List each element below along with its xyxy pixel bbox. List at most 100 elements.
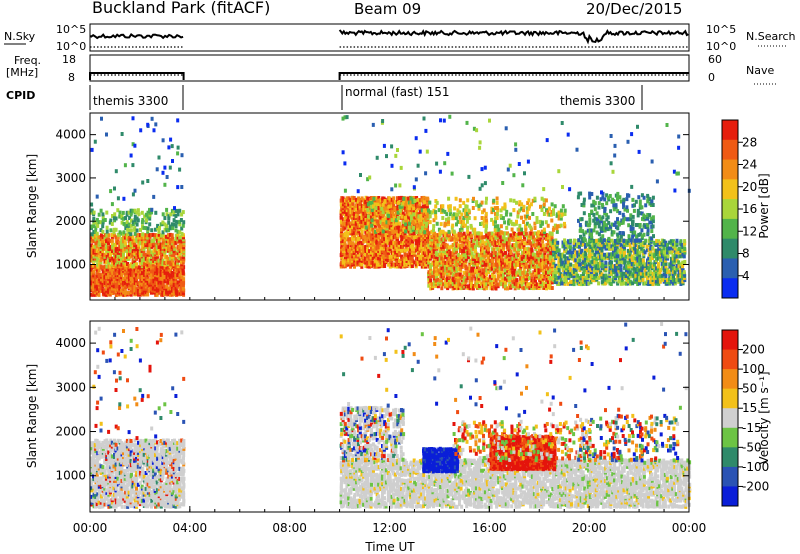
power-cell — [513, 272, 517, 277]
power-cell — [90, 267, 94, 272]
power-cell — [392, 221, 396, 226]
power-cell — [148, 246, 152, 251]
power-cell — [597, 248, 601, 253]
power-cell — [451, 237, 455, 242]
power-cell — [430, 254, 434, 259]
power-cell — [479, 257, 483, 262]
power-cell — [436, 235, 440, 240]
power-cell — [452, 229, 456, 234]
power-cell — [584, 243, 588, 247]
power-cell — [439, 229, 443, 234]
power-cell — [470, 276, 474, 281]
power-cell — [549, 245, 553, 250]
power-cell — [101, 281, 105, 286]
power-cell — [422, 223, 426, 228]
power-cell — [167, 214, 171, 219]
power-cell — [142, 283, 146, 288]
power-cell — [370, 215, 374, 220]
power-cell — [447, 268, 451, 273]
power-cell — [373, 264, 377, 269]
power-cell — [553, 240, 557, 245]
power-cell — [515, 282, 519, 287]
power-cell — [537, 241, 541, 246]
power-cell — [110, 238, 114, 243]
power-cell — [512, 198, 516, 203]
power-cell — [502, 252, 505, 257]
power-cell — [169, 212, 173, 217]
power-cell — [349, 237, 353, 242]
power-cell — [129, 208, 133, 213]
power-cell — [171, 226, 175, 231]
power-cell — [146, 226, 150, 231]
power-cell — [568, 250, 572, 255]
power-cell — [555, 226, 559, 231]
power-cell — [549, 264, 553, 269]
power-cell — [455, 255, 459, 260]
power-cell — [351, 229, 355, 234]
power-cell — [173, 246, 177, 251]
power-cell — [568, 266, 572, 270]
power-cell — [163, 216, 167, 220]
power-cell — [110, 289, 114, 293]
power-cell — [513, 237, 517, 242]
power-cell — [172, 244, 176, 249]
power-cell — [344, 222, 347, 226]
power-cell — [434, 260, 438, 265]
power-cell — [390, 206, 394, 211]
power-cell — [362, 207, 366, 212]
power-cell — [92, 292, 96, 297]
power-cell — [172, 239, 176, 244]
power-cell — [500, 266, 504, 271]
power-cell — [347, 208, 351, 213]
power-cell — [168, 251, 172, 255]
power-cell — [554, 263, 558, 268]
power-cell — [137, 289, 140, 293]
power-cell — [479, 272, 483, 277]
power-cell — [494, 268, 498, 273]
power-cell — [572, 266, 576, 271]
power-cell — [99, 237, 103, 242]
power-cell — [441, 208, 445, 213]
power-cell — [388, 240, 392, 245]
power-cell — [481, 247, 485, 252]
power-cell — [174, 219, 178, 224]
power-cell — [90, 271, 94, 276]
power-cell — [488, 243, 492, 248]
power-cell — [180, 290, 183, 295]
power-cell — [397, 252, 401, 257]
power-cell — [368, 200, 372, 205]
power-cell — [358, 200, 362, 205]
power-cell — [347, 231, 351, 236]
power-cell — [475, 255, 479, 260]
power-cell — [472, 246, 476, 251]
power-cell — [491, 286, 494, 291]
power-cell — [161, 230, 165, 235]
power-cell — [167, 216, 171, 221]
power-cell — [388, 196, 392, 201]
power-cell — [498, 246, 502, 251]
freq-label: Freq. — [14, 54, 41, 67]
power-cell — [126, 279, 130, 284]
power-cell — [559, 258, 563, 263]
power-cell — [105, 271, 109, 276]
power-cell — [485, 268, 489, 273]
power-cell — [396, 200, 400, 205]
power-cell — [142, 252, 146, 257]
power-cell — [161, 262, 165, 267]
power-cell — [401, 217, 405, 222]
power-cell — [468, 241, 472, 246]
power-cell — [591, 248, 595, 253]
power-cell — [537, 235, 541, 240]
power-cell — [554, 254, 558, 259]
power-cell — [111, 233, 114, 237]
power-cell — [392, 240, 396, 245]
power-cell — [474, 276, 478, 281]
power-cell — [468, 231, 472, 236]
power-cell — [180, 226, 184, 231]
power-cell — [170, 247, 174, 252]
power-cell — [179, 218, 183, 222]
power-cell — [436, 284, 440, 289]
power-cell — [420, 250, 424, 255]
power-cell — [550, 237, 554, 242]
power-cell — [105, 239, 108, 244]
